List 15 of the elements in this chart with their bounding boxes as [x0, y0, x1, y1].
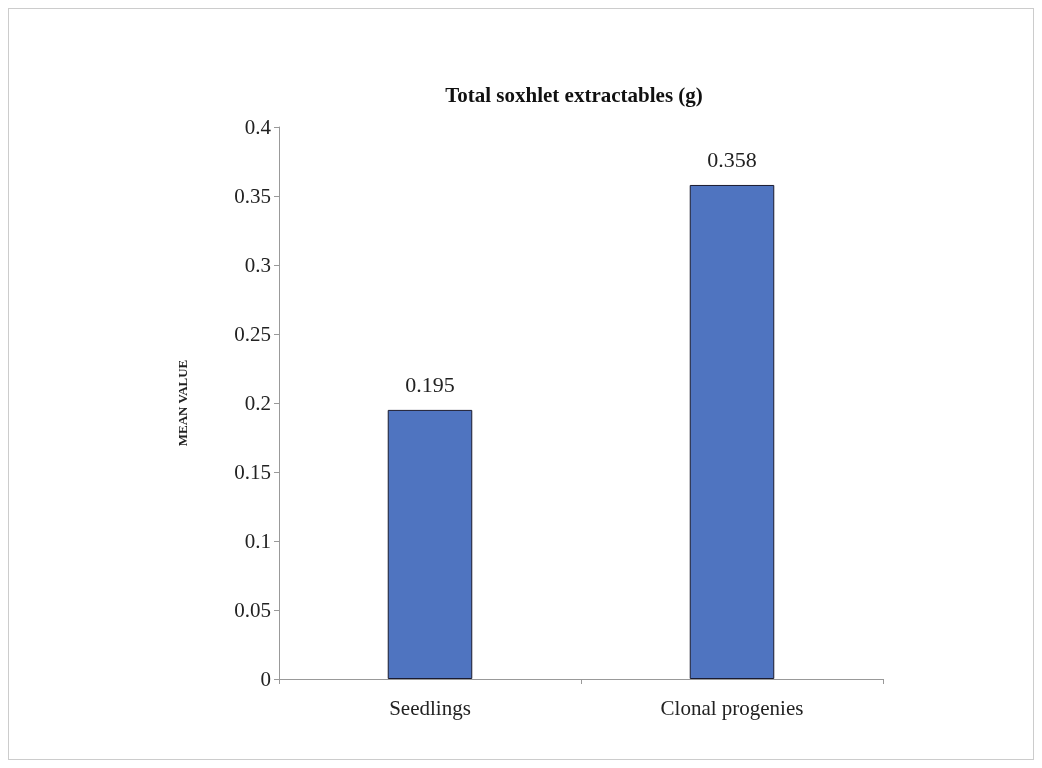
y-tick-label: 0.15 — [234, 460, 271, 484]
data-label: 0.358 — [707, 147, 757, 173]
y-tick-label: 0.3 — [244, 253, 271, 277]
x-tick-label: Clonal progenies — [660, 695, 804, 720]
y-tick-label: 0.2 — [244, 391, 271, 415]
y-tick-label: 0.1 — [244, 529, 271, 553]
y-tick-label: 0.4 — [244, 115, 272, 139]
data-label: 0.195 — [405, 372, 455, 398]
y-tick-label: 0 — [260, 667, 271, 691]
y-tick-label: 0.05 — [234, 598, 271, 622]
chart-title: Total soxhlet extractables (g) — [445, 82, 703, 107]
y-axis-title: MEAN VALUE — [175, 359, 190, 447]
y-tick-label: 0.25 — [234, 322, 271, 346]
y-tick-label: 0.35 — [234, 184, 271, 208]
x-tick-label: Seedlings — [389, 695, 471, 720]
